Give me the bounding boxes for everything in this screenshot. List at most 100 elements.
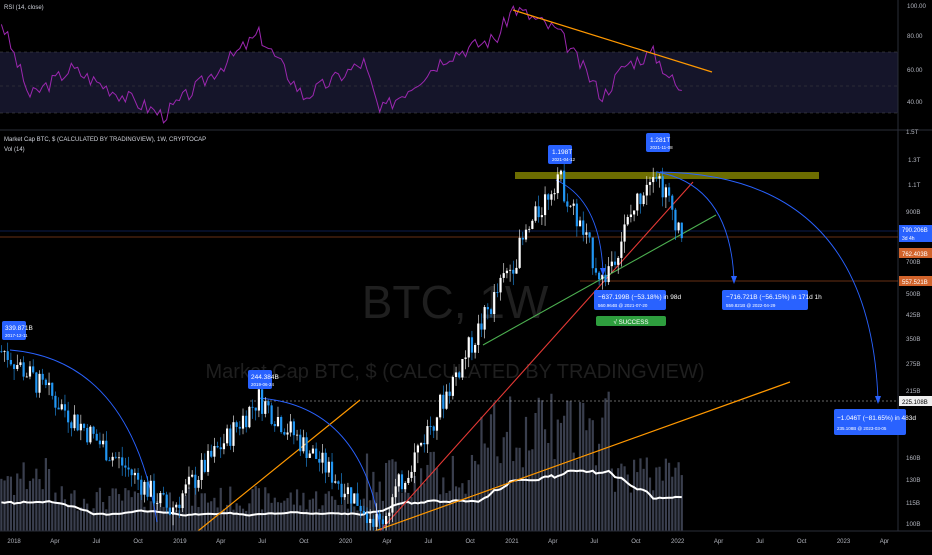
volume-bar bbox=[528, 450, 531, 531]
candle bbox=[187, 466, 191, 489]
trendline-orange-long[interactable] bbox=[374, 381, 791, 531]
candle bbox=[636, 192, 639, 216]
time-label: Apr bbox=[880, 539, 889, 545]
volume-bar bbox=[251, 489, 254, 531]
volume-bar bbox=[642, 468, 645, 531]
candle bbox=[60, 399, 63, 411]
candle bbox=[292, 418, 295, 445]
candle bbox=[391, 493, 394, 523]
volume-bar bbox=[620, 463, 623, 531]
volume-bar bbox=[384, 462, 388, 531]
volume-bar bbox=[512, 461, 515, 531]
volume-bar bbox=[334, 499, 337, 531]
candle bbox=[108, 456, 111, 462]
candle bbox=[51, 382, 54, 400]
watermark-description: Market Cap BTC, $ (CALCULATED BY TRADING… bbox=[206, 361, 705, 383]
callout-peak-2019[interactable]: 244.384B 2019-06-24 bbox=[248, 370, 279, 389]
arc-2021b[interactable] bbox=[656, 171, 735, 281]
volume-legend[interactable]: Vol (14) bbox=[4, 147, 25, 153]
svg-text:2021-04-12: 2021-04-12 bbox=[552, 157, 576, 162]
candle bbox=[168, 507, 171, 516]
candles bbox=[0, 163, 683, 531]
candle bbox=[311, 445, 315, 454]
candle bbox=[626, 214, 629, 227]
callout-peak-2021a[interactable]: 1.198T 2021-04-12 bbox=[548, 145, 576, 164]
candle bbox=[299, 429, 302, 457]
price-tag-225[interactable]: 225.108B bbox=[899, 396, 932, 406]
time-label: Oct bbox=[465, 539, 475, 545]
time-label: Oct bbox=[299, 539, 309, 545]
price-tag-last[interactable]: 790.206B 3d 4h bbox=[899, 225, 932, 242]
volume-bar bbox=[41, 489, 44, 531]
candle bbox=[213, 437, 216, 463]
candle bbox=[508, 264, 512, 282]
rsi-legend[interactable]: RSI (14, close) bbox=[4, 5, 44, 11]
arc-2019[interactable] bbox=[257, 397, 381, 528]
candle bbox=[594, 257, 598, 276]
candle bbox=[130, 468, 133, 487]
price-tag-762[interactable]: 762.403B bbox=[899, 248, 932, 258]
candle bbox=[464, 350, 467, 370]
candle bbox=[439, 393, 442, 420]
rsi-divergence-line[interactable] bbox=[512, 9, 713, 73]
trendline-red[interactable] bbox=[379, 181, 694, 531]
volume-bar bbox=[191, 505, 194, 531]
candle bbox=[79, 414, 82, 441]
volume-bar bbox=[572, 452, 575, 531]
candle bbox=[254, 407, 257, 421]
candle bbox=[512, 260, 515, 286]
arc-2023[interactable] bbox=[659, 171, 879, 401]
price-scale[interactable]: 1.5T 1.3T 1.1T 900B 700B 500B 425B 350B … bbox=[906, 129, 921, 528]
candle bbox=[32, 359, 35, 374]
volume-bar bbox=[397, 482, 400, 531]
candle bbox=[35, 371, 38, 398]
candle bbox=[330, 453, 334, 490]
volume-bar bbox=[515, 447, 518, 531]
svg-text:−716.721B (−56.15%) in 171d 1h: −716.721B (−56.15%) in 171d 1h bbox=[726, 294, 822, 301]
trendline-green[interactable] bbox=[482, 214, 717, 346]
callout-drop-2[interactable]: −716.721B (−56.15%) in 171d 1h 559.821B … bbox=[722, 290, 822, 310]
svg-text:557.521B: 557.521B bbox=[902, 280, 928, 286]
candle bbox=[295, 429, 299, 441]
volume-bar bbox=[6, 476, 9, 531]
volume-bar bbox=[60, 486, 63, 531]
price-tag-557[interactable]: 557.521B bbox=[899, 276, 932, 286]
candle bbox=[598, 270, 601, 286]
rsi-line bbox=[0, 5, 682, 124]
success-badge[interactable]: √ SUCCESS bbox=[596, 316, 666, 326]
candle bbox=[67, 401, 70, 433]
candle bbox=[505, 267, 509, 279]
callout-drop-1[interactable]: −637.199B (−53.18%) in 98d 560.964B @ 20… bbox=[594, 290, 682, 310]
candle bbox=[397, 473, 400, 492]
svg-text:115B: 115B bbox=[906, 500, 920, 507]
rsi-series bbox=[0, 5, 682, 124]
svg-text:425B: 425B bbox=[906, 312, 920, 319]
volume-bar bbox=[435, 467, 439, 531]
volume-bar bbox=[162, 506, 165, 531]
time-axis[interactable]: 2018 Apr Jul Oct 2019 Apr Jul Oct 2020 Apr Jul Oct 2… bbox=[7, 539, 889, 545]
candle bbox=[350, 487, 353, 513]
candle bbox=[235, 420, 238, 433]
candle bbox=[251, 399, 254, 419]
callout-peak-2017[interactable]: 339.871B 2017-12-11 bbox=[2, 321, 33, 340]
candle bbox=[543, 186, 547, 226]
volume-bar bbox=[121, 500, 124, 531]
volume-bar bbox=[419, 468, 423, 531]
callout-peak-2021b[interactable]: 1.281T 2021-11-08 bbox=[646, 133, 673, 152]
volume-bar bbox=[245, 510, 248, 531]
volume-bar bbox=[299, 505, 302, 531]
trendline-orange-2019[interactable] bbox=[197, 399, 361, 531]
candle bbox=[25, 372, 28, 378]
volume-bar bbox=[629, 492, 633, 531]
main-legend[interactable]: Market Cap BTC, $ (CALCULATED BY TRADING… bbox=[4, 137, 206, 143]
candle bbox=[467, 336, 470, 368]
volume-bar bbox=[483, 443, 486, 531]
volume-bar bbox=[496, 456, 499, 531]
candle bbox=[162, 486, 165, 496]
callout-drop-3[interactable]: −1.046T (−81.65%) in 483d 235.108B @ 202… bbox=[834, 409, 916, 435]
main-pane bbox=[0, 163, 898, 531]
candle bbox=[578, 216, 582, 227]
resistance-zone[interactable] bbox=[515, 172, 819, 179]
candle bbox=[222, 433, 226, 455]
